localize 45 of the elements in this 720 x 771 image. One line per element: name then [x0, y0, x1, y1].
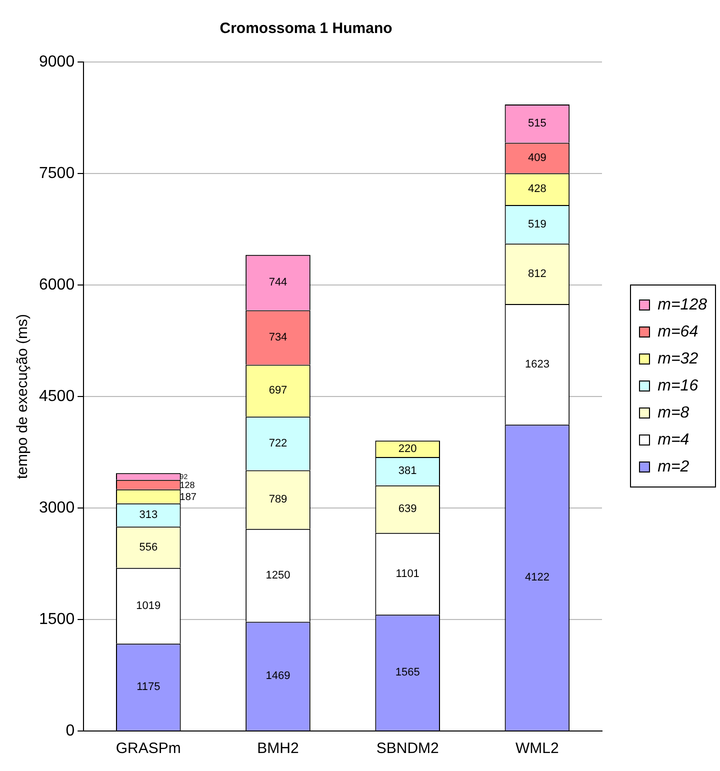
data-label: 722: [268, 437, 288, 450]
data-label: 515: [528, 118, 546, 130]
y-tick-label: 0: [66, 722, 75, 740]
data-label: 428: [528, 183, 546, 196]
data-label: 4122: [524, 572, 550, 584]
text: m=4: [658, 430, 690, 450]
data-label: 697: [268, 384, 288, 397]
data-label: 1469: [266, 670, 290, 682]
data-label: 220: [398, 442, 417, 455]
x-tick-label: SBNDM2: [376, 740, 439, 758]
chart-title: Cromossoma 1 Humano: [220, 20, 392, 38]
data-label: 409: [528, 152, 546, 164]
data-label: 556: [139, 541, 158, 554]
data-label: 313: [139, 508, 158, 521]
y-tick-label: 9000: [39, 53, 75, 70]
y-tick-label: 1500: [39, 610, 75, 628]
data-label: 1565: [395, 666, 420, 679]
legend-label: m=32: [658, 349, 698, 369]
legend-label: m=128: [658, 295, 707, 315]
data-label: 1019: [136, 600, 161, 612]
data-label: 519: [528, 218, 546, 230]
y-tick-label: 3000: [39, 499, 75, 516]
legend-label: m=64: [658, 322, 698, 342]
data-label: 734: [268, 332, 288, 344]
data-label: 812: [528, 268, 546, 280]
data-label: 789: [268, 494, 288, 506]
data-label: 187: [180, 492, 197, 503]
y-tick-label: 6000: [39, 276, 75, 294]
x-tick-label: GRASPm: [116, 740, 181, 758]
data-label: 128: [180, 480, 195, 490]
data-label: 1250: [266, 569, 290, 582]
legend-label: m=2: [658, 457, 690, 477]
data-label: 1101: [396, 568, 420, 580]
data-label: 744: [268, 276, 288, 289]
x-tick-label: WML2: [516, 740, 559, 758]
data-label: 639: [398, 503, 417, 516]
data-label: 1623: [524, 358, 550, 370]
y-tick-label: 4500: [39, 388, 75, 405]
y-axis-title: tempo de execução (ms): [14, 314, 32, 480]
legend-label: m=16: [658, 376, 698, 396]
data-label: 1175: [136, 681, 160, 694]
y-tick-label: 7500: [39, 164, 75, 182]
legend-label: m=8: [658, 403, 690, 423]
x-tick-label: BMH2: [257, 740, 299, 758]
data-label: 381: [398, 465, 417, 478]
